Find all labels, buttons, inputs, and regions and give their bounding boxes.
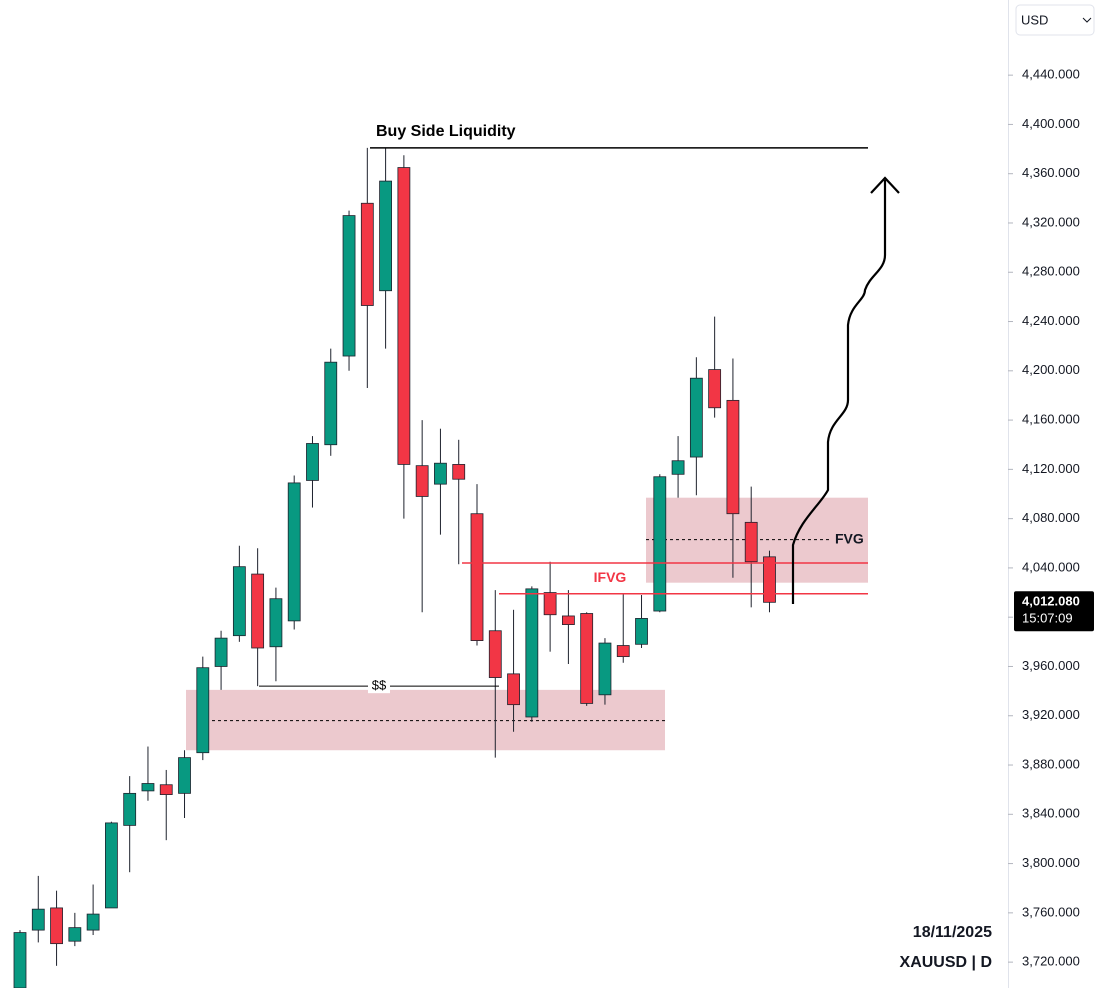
candle-body <box>360 202 374 306</box>
candle-body <box>470 513 484 641</box>
candle-body <box>86 913 100 931</box>
y-tick-label: 4,280.000 <box>1022 264 1080 279</box>
y-tick-label: 3,880.000 <box>1022 756 1080 771</box>
candle-body <box>488 630 502 678</box>
y-tick-label: 4,160.000 <box>1022 412 1080 427</box>
candle-body <box>13 932 27 988</box>
y-tick-label: 4,040.000 <box>1022 559 1080 574</box>
candle-body <box>105 822 118 909</box>
candle-body <box>452 464 466 480</box>
candle-body <box>397 167 411 465</box>
candle-body <box>287 482 301 622</box>
price-tag-time: 15:07:09 <box>1022 611 1073 626</box>
ifvg-label: IFVG <box>594 569 627 585</box>
ssl-label: $$ <box>372 678 387 693</box>
candle-body <box>50 907 63 945</box>
candle-body <box>379 180 393 292</box>
y-tick-label: 4,080.000 <box>1022 510 1080 525</box>
y-tick-label: 3,960.000 <box>1022 658 1080 673</box>
currency-select[interactable]: USD <box>1015 4 1095 36</box>
candle-body <box>653 476 667 612</box>
ssl-label-bg <box>368 679 390 694</box>
candle-body <box>68 927 82 942</box>
candle-body <box>744 521 758 563</box>
y-tick-label: 3,800.000 <box>1022 855 1080 870</box>
y-tick-label: 4,360.000 <box>1022 165 1080 180</box>
y-tick-label: 4,320.000 <box>1022 214 1080 229</box>
candle-body <box>598 642 612 696</box>
y-tick-label: 3,720.000 <box>1022 954 1080 969</box>
candle-body <box>726 399 740 515</box>
bsl-label: Buy Side Liquidity <box>376 123 516 140</box>
candle-body <box>580 613 594 704</box>
candle-body <box>562 615 575 625</box>
candle-body <box>214 637 228 667</box>
candle-body <box>31 908 45 931</box>
candle-body <box>159 784 173 795</box>
candle-body <box>141 783 155 792</box>
price-tag-value: 4,012.080 <box>1022 594 1080 609</box>
y-tick-label: 4,400.000 <box>1022 116 1080 131</box>
y-tick-label: 4,240.000 <box>1022 313 1080 328</box>
candle-body <box>689 377 703 458</box>
candle-body <box>178 757 191 794</box>
price-tag <box>1014 591 1094 632</box>
y-tick-label: 3,920.000 <box>1022 707 1080 722</box>
candle-body <box>251 573 265 649</box>
candle-body <box>708 369 722 409</box>
candle-body <box>635 618 648 645</box>
y-tick-label: 3,760.000 <box>1022 904 1080 919</box>
y-tick-label: 4,440.000 <box>1022 67 1080 82</box>
candle-body <box>543 592 557 616</box>
candle-body <box>196 667 210 754</box>
candle-body <box>306 443 319 481</box>
projection-arrow <box>791 176 900 604</box>
candle-body <box>763 556 776 603</box>
candle-body <box>507 673 520 706</box>
y-tick-label: 3,840.000 <box>1022 806 1080 821</box>
candle-body <box>671 460 685 475</box>
candle-body <box>232 566 246 637</box>
currency-box[interactable] <box>1015 4 1095 36</box>
currency-label[interactable]: USD <box>1021 12 1048 27</box>
candle-body <box>434 462 447 485</box>
candle-body <box>123 792 137 826</box>
y-tick-label: 4,200.000 <box>1022 362 1080 377</box>
fvg-label: FVG <box>835 530 864 546</box>
candle-body <box>525 588 539 718</box>
demand-zone <box>186 689 665 751</box>
candle-body <box>269 598 283 648</box>
y-tick-label: 4,120.000 <box>1022 461 1080 476</box>
candle-body <box>415 465 429 497</box>
candle-body <box>342 215 356 357</box>
date-label: 18/11/2025 <box>913 924 992 941</box>
symbol-label: XAUUSD | D <box>900 954 992 971</box>
dropdown-caret[interactable] <box>1082 17 1092 23</box>
candle-body <box>616 645 630 658</box>
candle-body <box>324 361 338 446</box>
